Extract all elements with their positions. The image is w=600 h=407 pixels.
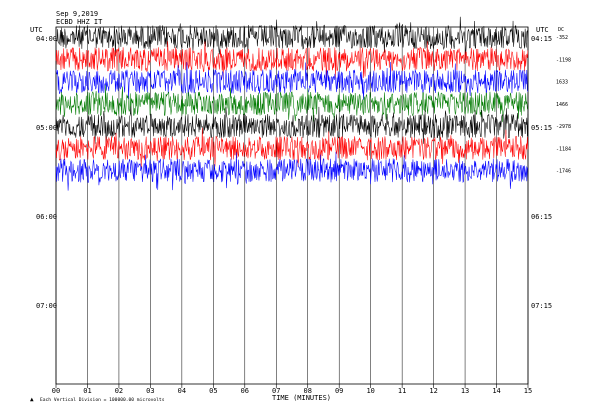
right-time-label: 05:15 bbox=[531, 124, 552, 132]
x-tick-label: 00 bbox=[52, 387, 60, 395]
x-tick-label: 07 bbox=[272, 387, 280, 395]
x-axis-title: TIME (MINUTES) bbox=[272, 394, 331, 402]
left-axis-title: UTC bbox=[30, 26, 43, 34]
x-tick-label: 15 bbox=[524, 387, 532, 395]
dc-offset-label: 1633 bbox=[556, 80, 568, 86]
dc-header: DC bbox=[558, 27, 564, 33]
seismic-trace bbox=[55, 41, 529, 79]
seismic-trace bbox=[55, 84, 529, 123]
station-label: ECBD HHZ IT bbox=[56, 18, 103, 26]
x-tick-label: 09 bbox=[335, 387, 343, 395]
right-axis-title: UTC bbox=[536, 26, 549, 34]
x-tick-label: 05 bbox=[209, 387, 217, 395]
x-axis-ticks bbox=[55, 384, 529, 388]
seismic-trace bbox=[55, 16, 529, 57]
dc-offset-label: 1466 bbox=[556, 102, 568, 108]
x-tick-label: 04 bbox=[178, 387, 186, 395]
x-tick-label: 03 bbox=[146, 387, 154, 395]
dc-offset-labels: -352 -1198 1633 1466 -2978 -1184 -1746 bbox=[556, 35, 571, 175]
x-tick-label: 08 bbox=[304, 387, 312, 395]
x-tick-label: 06 bbox=[241, 387, 249, 395]
left-time-label: 05:00 bbox=[36, 124, 57, 132]
dc-offset-label: -1198 bbox=[556, 57, 571, 63]
scale-arrow-icon: ▲ bbox=[30, 396, 34, 403]
dc-offset-label: -1184 bbox=[556, 146, 571, 152]
x-tick-label: 02 bbox=[115, 387, 123, 395]
right-time-label: 06:15 bbox=[531, 213, 552, 221]
chart-date: Sep 9,2019 bbox=[56, 10, 98, 18]
dc-offset-label: -2978 bbox=[556, 124, 571, 130]
x-tick-label: 14 bbox=[492, 387, 500, 395]
x-axis-labels: 00 01 02 03 04 05 06 07 08 09 10 11 12 13 14 15 bbox=[52, 387, 532, 395]
x-tick-label: 13 bbox=[461, 387, 469, 395]
left-time-label: 06:00 bbox=[36, 213, 57, 221]
dc-offset-label: -352 bbox=[556, 35, 568, 41]
left-time-label: 07:00 bbox=[36, 302, 57, 310]
x-tick-label: 11 bbox=[398, 387, 406, 395]
footer-note: Each Vertical Division = 100000.00 micro… bbox=[40, 397, 165, 403]
seismic-trace bbox=[55, 62, 529, 100]
seismic-traces bbox=[55, 16, 529, 191]
x-tick-label: 12 bbox=[429, 387, 437, 395]
right-time-label: 04:15 bbox=[531, 35, 552, 43]
dc-offset-label: -1746 bbox=[556, 169, 571, 175]
seismic-trace bbox=[55, 151, 529, 191]
right-time-label: 07:15 bbox=[531, 302, 552, 310]
x-tick-label: 01 bbox=[83, 387, 91, 395]
seismic-trace bbox=[55, 106, 529, 146]
seismic-trace bbox=[55, 127, 529, 168]
x-tick-label: 10 bbox=[366, 387, 374, 395]
left-time-label: 04:00 bbox=[36, 35, 57, 43]
